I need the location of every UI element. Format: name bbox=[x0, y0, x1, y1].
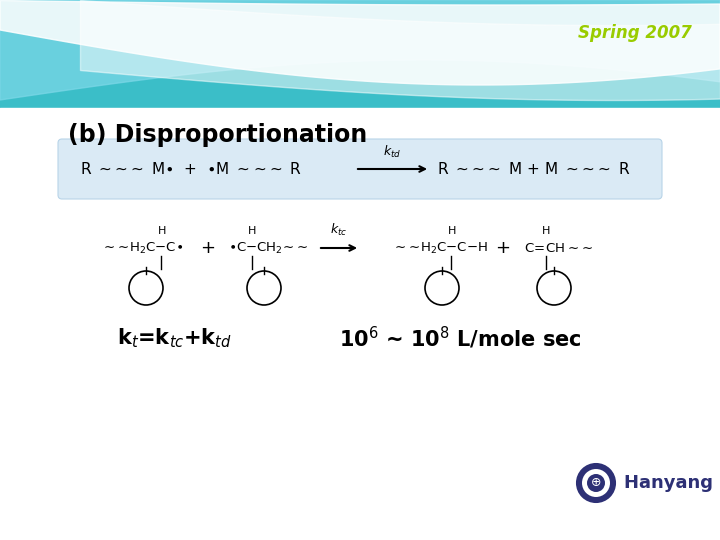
Text: +: + bbox=[200, 239, 215, 257]
Text: H: H bbox=[158, 226, 166, 236]
Text: C$\!=\!$CH$\sim\!\sim$: C$\!=\!$CH$\sim\!\sim$ bbox=[523, 241, 593, 254]
Circle shape bbox=[582, 469, 610, 497]
Text: R $\sim\!\sim\!\sim$ M$\bullet$  +  $\bullet$M $\sim\!\sim\!\sim$ R: R $\sim\!\sim\!\sim$ M$\bullet$ + $\bull… bbox=[80, 161, 302, 177]
Circle shape bbox=[577, 464, 615, 502]
Circle shape bbox=[587, 474, 605, 492]
Text: R $\sim\!\sim\!\sim$ M + M $\sim\!\sim\!\sim$ R: R $\sim\!\sim\!\sim$ M + M $\sim\!\sim\!… bbox=[437, 161, 631, 177]
Text: ⊕: ⊕ bbox=[590, 476, 601, 489]
Text: +: + bbox=[495, 239, 510, 257]
Text: Spring 2007: Spring 2007 bbox=[578, 24, 692, 42]
Text: H: H bbox=[448, 226, 456, 236]
Text: Hanyang Univ.: Hanyang Univ. bbox=[624, 474, 720, 492]
Text: H: H bbox=[542, 226, 550, 236]
Text: $k_{td}$: $k_{td}$ bbox=[383, 144, 401, 160]
Text: 10$^6$ ~ 10$^8$ L/mole sec: 10$^6$ ~ 10$^8$ L/mole sec bbox=[338, 325, 581, 351]
Text: (b) Disproportionation: (b) Disproportionation bbox=[68, 123, 367, 147]
FancyBboxPatch shape bbox=[58, 139, 662, 199]
Text: $\sim\!\sim\!$H$_2$C$-$C$\bullet$: $\sim\!\sim\!$H$_2$C$-$C$\bullet$ bbox=[101, 240, 183, 255]
Text: $\bullet$C$-$CH$_2\!\sim\!\sim$: $\bullet$C$-$CH$_2\!\sim\!\sim$ bbox=[228, 240, 308, 255]
Text: $\sim\!\sim\!$H$_2$C$-$C$-$H: $\sim\!\sim\!$H$_2$C$-$C$-$H bbox=[392, 240, 488, 255]
Text: k$_t$=k$_{tc}$+k$_{td}$: k$_t$=k$_{tc}$+k$_{td}$ bbox=[117, 326, 233, 350]
Text: $k_{tc}$: $k_{tc}$ bbox=[330, 222, 348, 238]
Text: H: H bbox=[248, 226, 256, 236]
